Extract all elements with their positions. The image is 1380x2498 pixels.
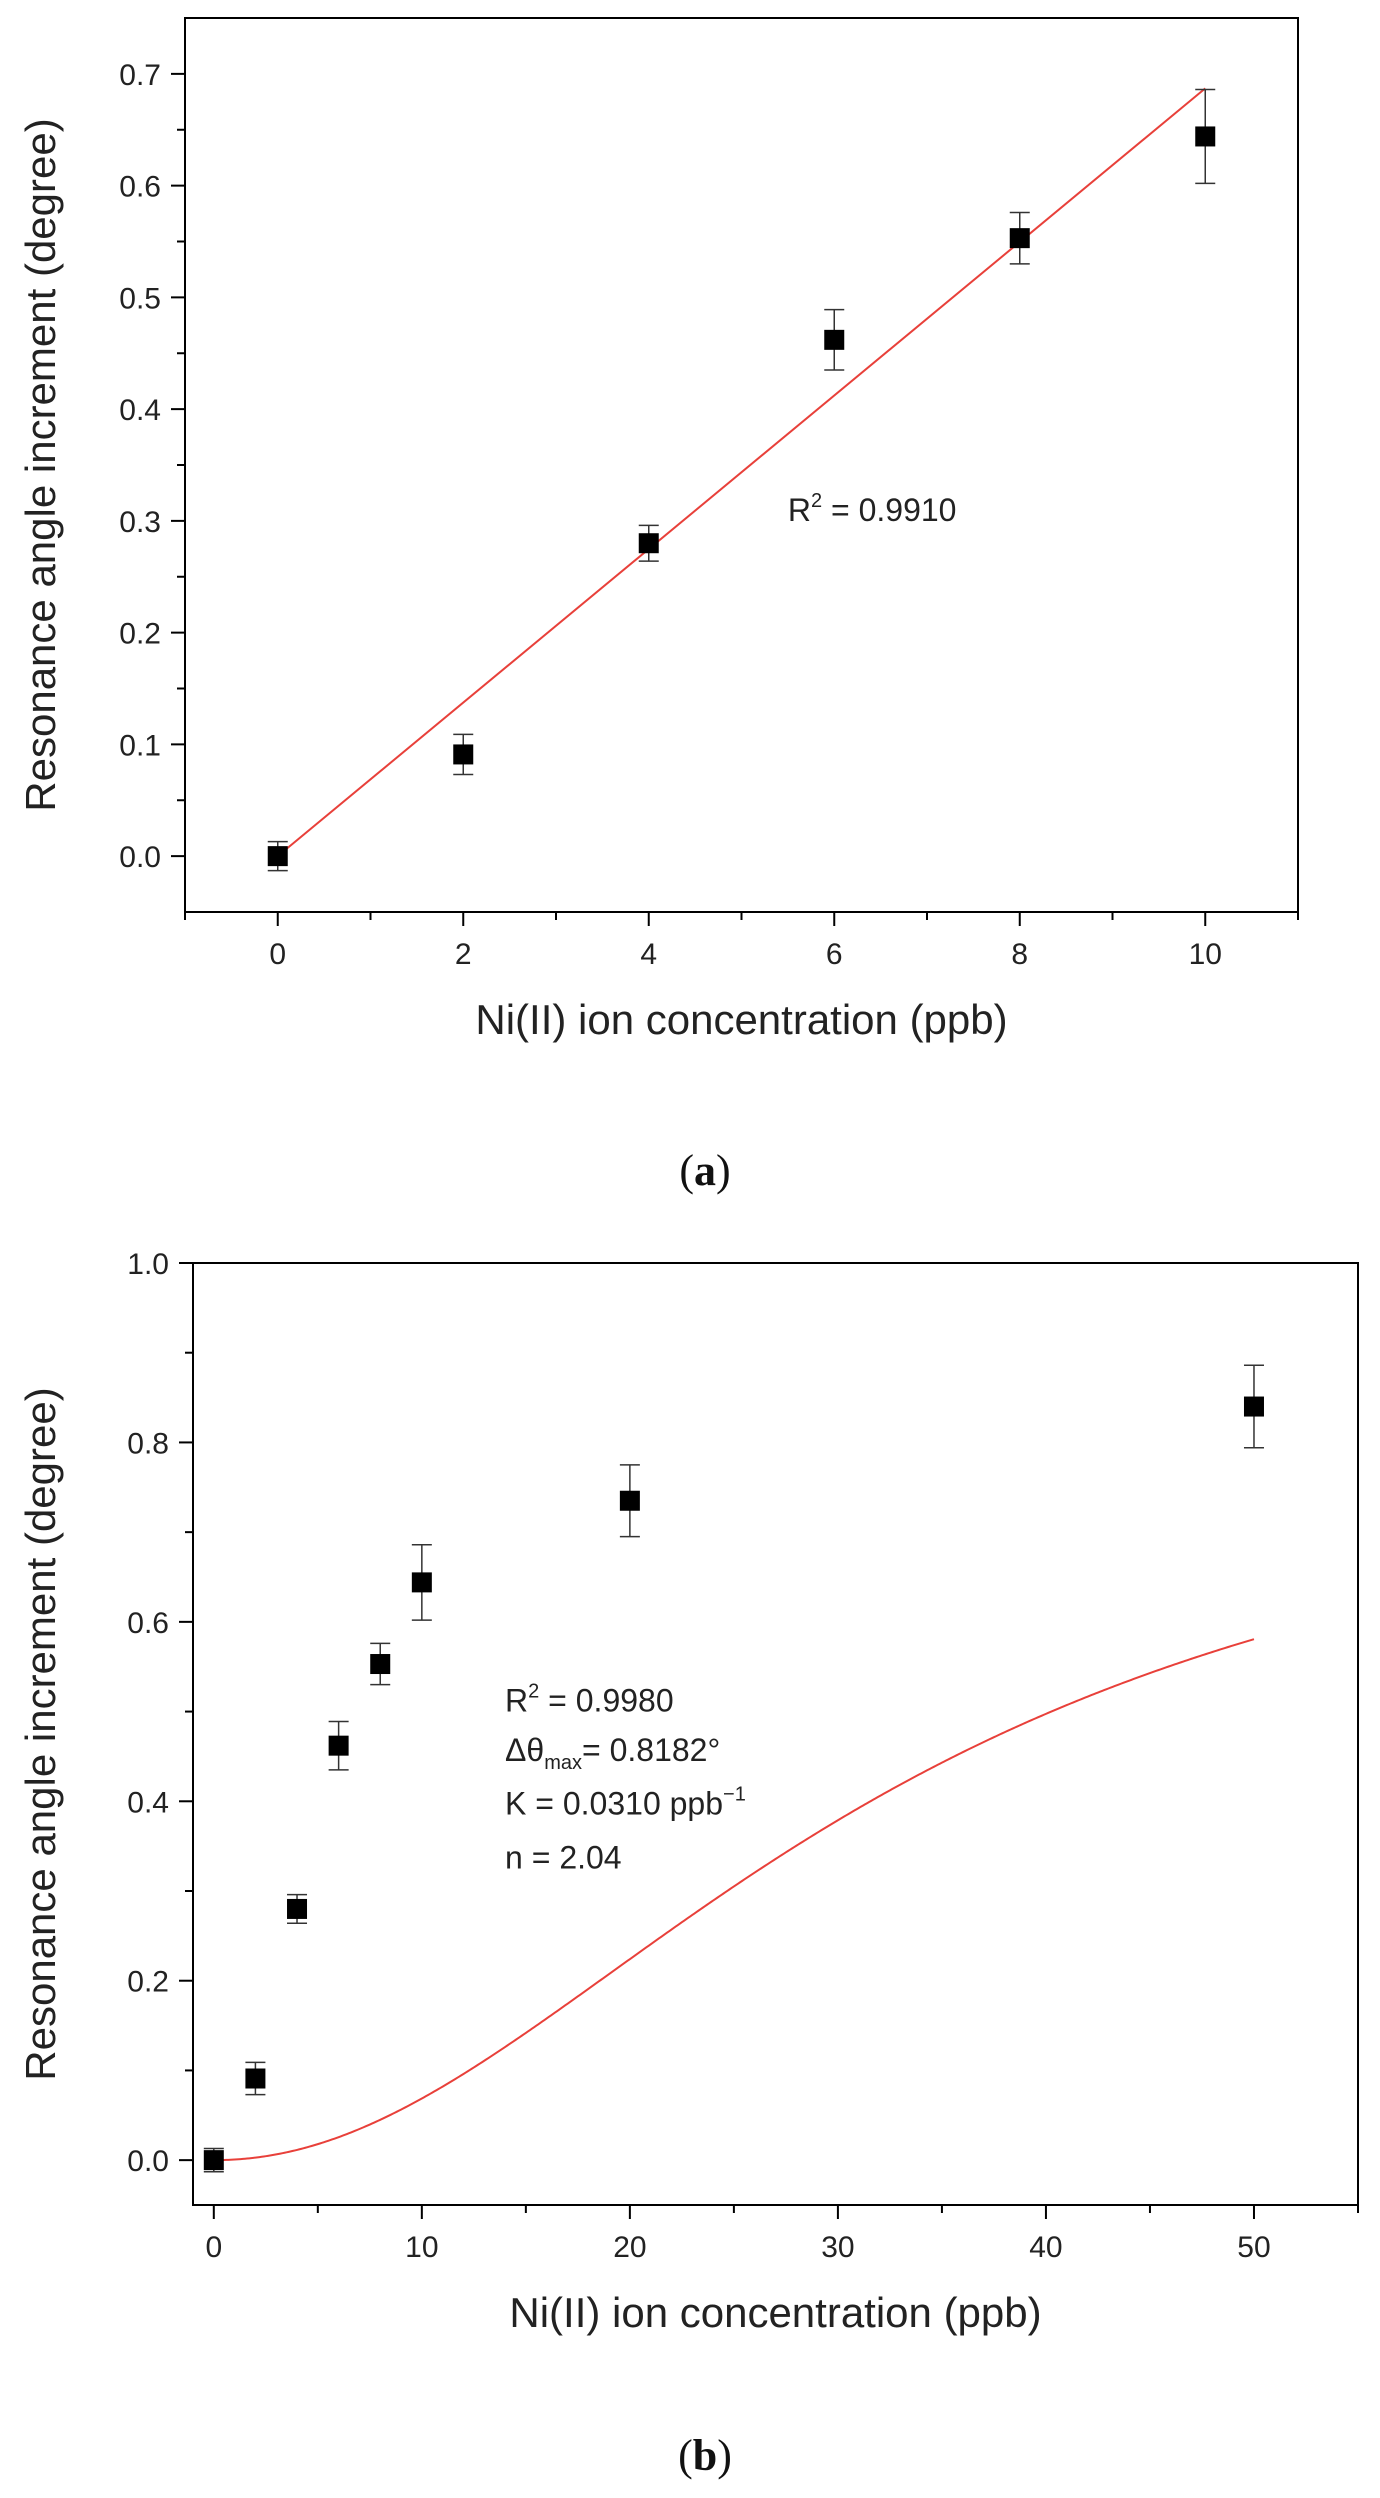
annotation-1: R2 = 0.9980 xyxy=(505,1681,674,1719)
x-tick-label: 10 xyxy=(405,2231,438,2264)
data-point xyxy=(1243,1396,1264,1417)
data-point xyxy=(411,1572,432,1593)
annotation-1: R2 = 0.9910 xyxy=(788,490,957,528)
data-point xyxy=(619,1490,640,1511)
x-tick-label: 50 xyxy=(1237,2231,1270,2264)
y-tick-label: 0.6 xyxy=(119,171,161,204)
y-tick-label: 0.4 xyxy=(127,1786,169,1819)
y-tick-label: 0.3 xyxy=(119,506,161,539)
x-tick-label: 0 xyxy=(269,938,286,971)
x-axis-title: Ni(II) ion concentration (ppb) xyxy=(475,996,1007,1043)
x-tick-label: 30 xyxy=(821,2231,854,2264)
data-point xyxy=(267,846,288,867)
data-point xyxy=(824,329,845,350)
x-tick-label: 0 xyxy=(205,2231,222,2264)
data-point xyxy=(245,2068,266,2089)
x-tick-label: 40 xyxy=(1029,2231,1062,2264)
annotation-3: K = 0.0310 ppb−1 xyxy=(505,1784,746,1822)
annotation-4: n = 2.04 xyxy=(505,1840,622,1876)
y-tick-label: 0.1 xyxy=(119,729,161,762)
y-axis-title: Resonance angle increment (degree) xyxy=(17,1387,64,2080)
data-point xyxy=(638,533,659,554)
panel-label-b: (b) xyxy=(678,2431,732,2480)
y-tick-label: 0.2 xyxy=(127,1966,169,1999)
x-axis-title: Ni(II) ion concentration (ppb) xyxy=(509,2289,1041,2336)
panel-label-a: (a) xyxy=(679,1146,730,1195)
data-point xyxy=(328,1735,349,1756)
y-tick-label: 1.0 xyxy=(127,1248,169,1281)
data-point xyxy=(370,1654,391,1675)
data-point xyxy=(453,744,474,765)
x-tick-label: 10 xyxy=(1189,938,1222,971)
y-tick-label: 0.6 xyxy=(127,1607,169,1640)
fit-curve xyxy=(213,1638,1255,2162)
y-tick-label: 0.7 xyxy=(119,59,161,92)
y-tick-label: 0.8 xyxy=(127,1427,169,1460)
data-point xyxy=(1195,126,1216,147)
chart-panel-a: 0 2 4 6 8 10 0.0 0.1 0.2 0.3 0.4 0.5 0.6 0.7 Ni(II) io… xyxy=(17,17,1299,1043)
y-tick-label: 0.2 xyxy=(119,618,161,651)
x-tick-label: 8 xyxy=(1011,938,1028,971)
y-tick-label: 0.4 xyxy=(119,394,161,427)
data-point xyxy=(287,1898,308,1919)
y-axis-title: Resonance angle increment (degree) xyxy=(17,118,64,811)
data-point xyxy=(203,2150,224,2171)
y-tick-label: 0.0 xyxy=(127,2145,169,2178)
data-point xyxy=(1009,228,1030,249)
y-tick-label: 0.0 xyxy=(119,841,161,874)
x-tick-label: 4 xyxy=(640,938,657,971)
chart-panel-b: 0 10 20 30 40 50 0.0 0.2 0.4 0.6 0.8 1.0 Ni(II) ion … xyxy=(17,1248,1359,2336)
fit-curve xyxy=(277,87,1206,857)
x-tick-label: 6 xyxy=(826,938,843,971)
annotation-2: Δθmax= 0.8182° xyxy=(505,1732,720,1774)
x-tick-label: 2 xyxy=(455,938,472,971)
x-tick-label: 20 xyxy=(613,2231,646,2264)
y-tick-label: 0.5 xyxy=(119,282,161,315)
plot-frame xyxy=(184,17,1299,913)
plot-frame xyxy=(192,1262,1359,2206)
